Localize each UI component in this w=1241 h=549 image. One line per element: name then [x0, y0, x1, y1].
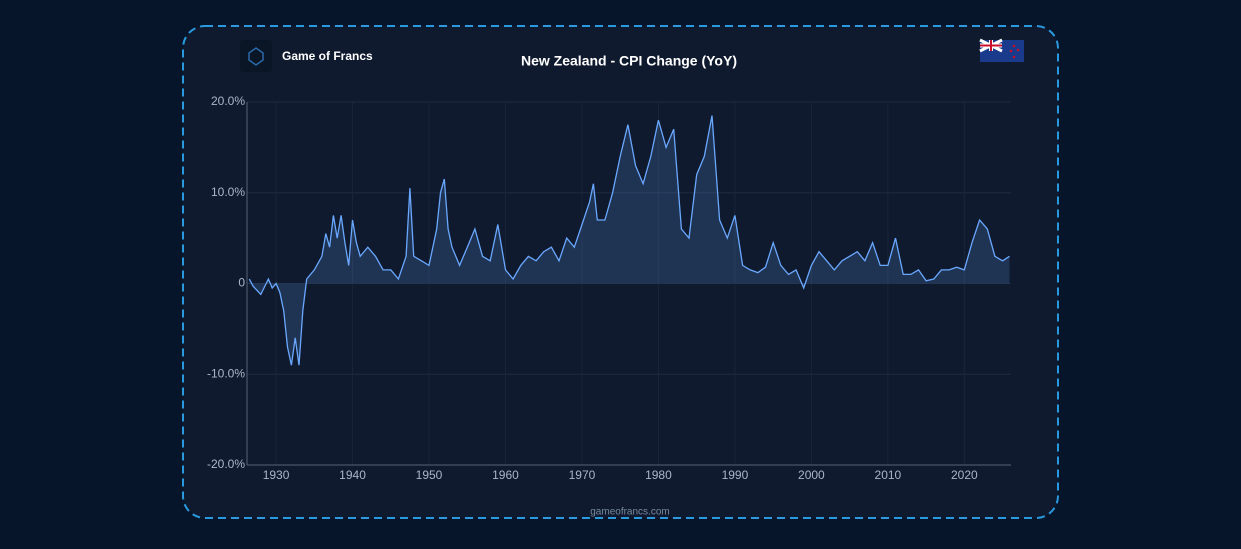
- logo: [240, 40, 272, 72]
- x-tick-label: 1970: [569, 468, 596, 482]
- y-tick-label: 10.0%: [211, 185, 245, 199]
- y-tick-label: 20.0%: [211, 94, 245, 108]
- y-tick-label: -10.0%: [207, 366, 245, 380]
- x-tick-label: 1930: [263, 468, 290, 482]
- card: [182, 25, 1059, 519]
- area: [249, 115, 1010, 366]
- x-tick-label: 1990: [722, 468, 749, 482]
- x-tick-label: 2020: [951, 468, 978, 482]
- x-tick-label: 1950: [416, 468, 443, 482]
- x-tick-label: 2010: [875, 468, 902, 482]
- x-tick-label: 1940: [339, 468, 366, 482]
- brand: Game of Francs: [282, 49, 373, 63]
- x-tick-label: 1960: [492, 468, 519, 482]
- x-tick-label: 1980: [645, 468, 672, 482]
- logo-icon: [248, 47, 264, 66]
- y-tick-label: -20.0%: [207, 457, 245, 471]
- footer: gameofrancs.com: [590, 507, 669, 518]
- line: [248, 115, 1010, 366]
- chart-title: New Zealand - CPI Change (YoY): [521, 53, 737, 69]
- flag: [979, 38, 1024, 62]
- x-tick-label: 2000: [798, 468, 825, 482]
- y-tick-label: 0: [238, 276, 245, 290]
